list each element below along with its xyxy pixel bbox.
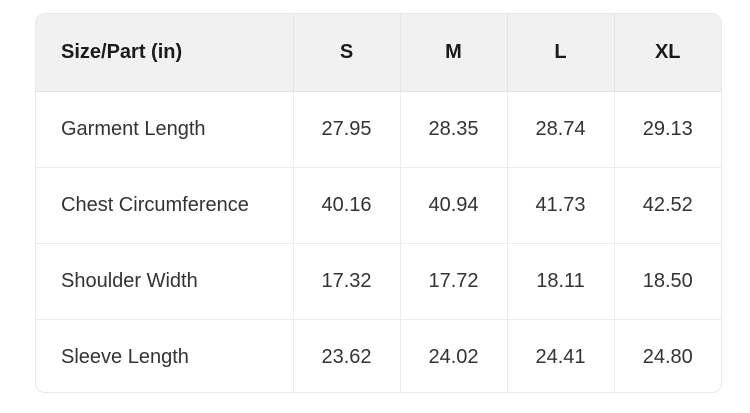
- row-label: Sleeve Length: [36, 319, 294, 392]
- table-row-sleeve-length: Sleeve Length 23.62 24.02 24.41 24.80: [36, 319, 721, 392]
- row-label: Garment Length: [36, 91, 294, 168]
- column-header-l: L: [507, 14, 615, 92]
- row-label: Shoulder Width: [36, 243, 294, 320]
- row-label: Chest Circumference: [36, 167, 294, 244]
- cell-value: 17.72: [400, 243, 508, 320]
- table-row-shoulder-width: Shoulder Width 17.32 17.72 18.11 18.50: [36, 243, 721, 320]
- cell-value: 24.80: [614, 319, 721, 392]
- column-header-size-part: Size/Part (in): [36, 14, 294, 92]
- table-row-garment-length: Garment Length 27.95 28.35 28.74 29.13: [36, 91, 721, 168]
- cell-value: 17.32: [293, 243, 401, 320]
- header-row: Size/Part (in) S M L XL: [36, 14, 721, 92]
- cell-value: 29.13: [614, 91, 721, 168]
- column-header-m: M: [400, 14, 508, 92]
- table-row-chest-circumference: Chest Circumference 40.16 40.94 41.73 42…: [36, 167, 721, 244]
- cell-value: 40.16: [293, 167, 401, 244]
- cell-value: 41.73: [507, 167, 615, 244]
- cell-value: 18.11: [507, 243, 615, 320]
- cell-value: 24.02: [400, 319, 508, 392]
- cell-value: 23.62: [293, 319, 401, 392]
- cell-value: 42.52: [614, 167, 721, 244]
- size-chart-card: Size/Part (in) S M L XL Garment Length 2…: [35, 13, 722, 393]
- cell-value: 24.41: [507, 319, 615, 392]
- cell-value: 40.94: [400, 167, 508, 244]
- cell-value: 28.74: [507, 91, 615, 168]
- size-chart-table: Size/Part (in) S M L XL Garment Length 2…: [36, 14, 721, 392]
- cell-value: 18.50: [614, 243, 721, 320]
- cell-value: 28.35: [400, 91, 508, 168]
- column-header-xl: XL: [614, 14, 721, 92]
- column-header-s: S: [293, 14, 401, 92]
- cell-value: 27.95: [293, 91, 401, 168]
